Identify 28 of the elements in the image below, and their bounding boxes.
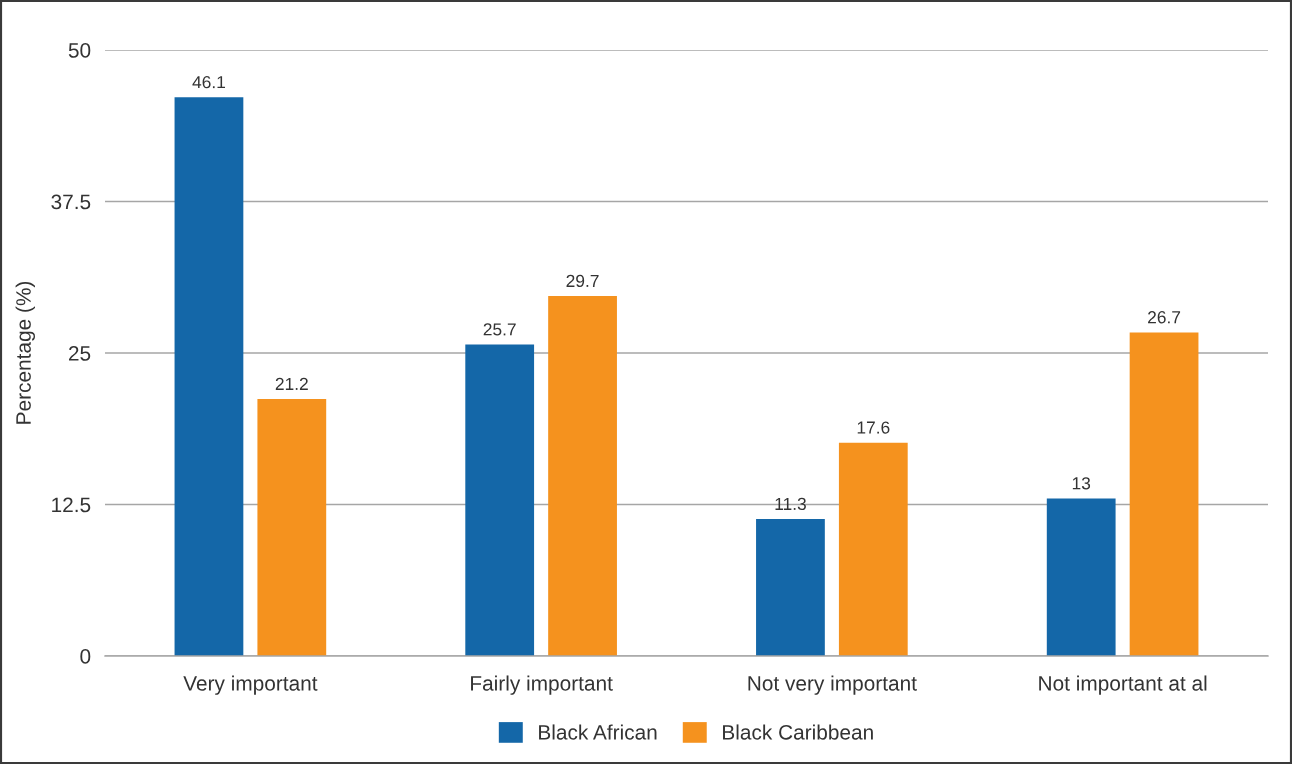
data-label: 11.3 bbox=[775, 497, 806, 511]
x-tick-label: Very important bbox=[183, 675, 318, 695]
bar bbox=[1046, 498, 1116, 656]
x-tick-label: Not very important bbox=[748, 675, 917, 695]
legend-label: Black African bbox=[539, 724, 657, 740]
bar bbox=[257, 399, 327, 656]
data-label: 46.1 bbox=[192, 75, 225, 89]
y-tick-label: 12.5 bbox=[52, 497, 91, 513]
bar bbox=[756, 519, 825, 656]
legend-label: Black Caribbean bbox=[723, 724, 873, 740]
y-tick-label: 0 bbox=[80, 649, 91, 664]
bar bbox=[1129, 332, 1199, 656]
bar bbox=[465, 344, 535, 656]
data-label: 13 bbox=[1072, 477, 1091, 490]
y-axis-title: Percentage (%) bbox=[15, 281, 35, 424]
x-tick-label: Fairly important bbox=[471, 675, 613, 695]
bar bbox=[838, 442, 908, 656]
bar bbox=[548, 296, 617, 656]
data-label: 29.7 bbox=[566, 274, 599, 288]
x-tick-label: Not important at al bbox=[1039, 675, 1207, 695]
data-label: 17.6 bbox=[857, 421, 890, 434]
y-tick-label: 50 bbox=[68, 43, 91, 58]
bar bbox=[174, 97, 244, 656]
data-label: 21.2 bbox=[275, 377, 308, 390]
y-tick-label: 37.5 bbox=[51, 194, 91, 210]
data-label: 25.7 bbox=[483, 323, 516, 336]
y-tick-label: 25 bbox=[68, 346, 91, 361]
data-label: 26.7 bbox=[1148, 311, 1181, 324]
